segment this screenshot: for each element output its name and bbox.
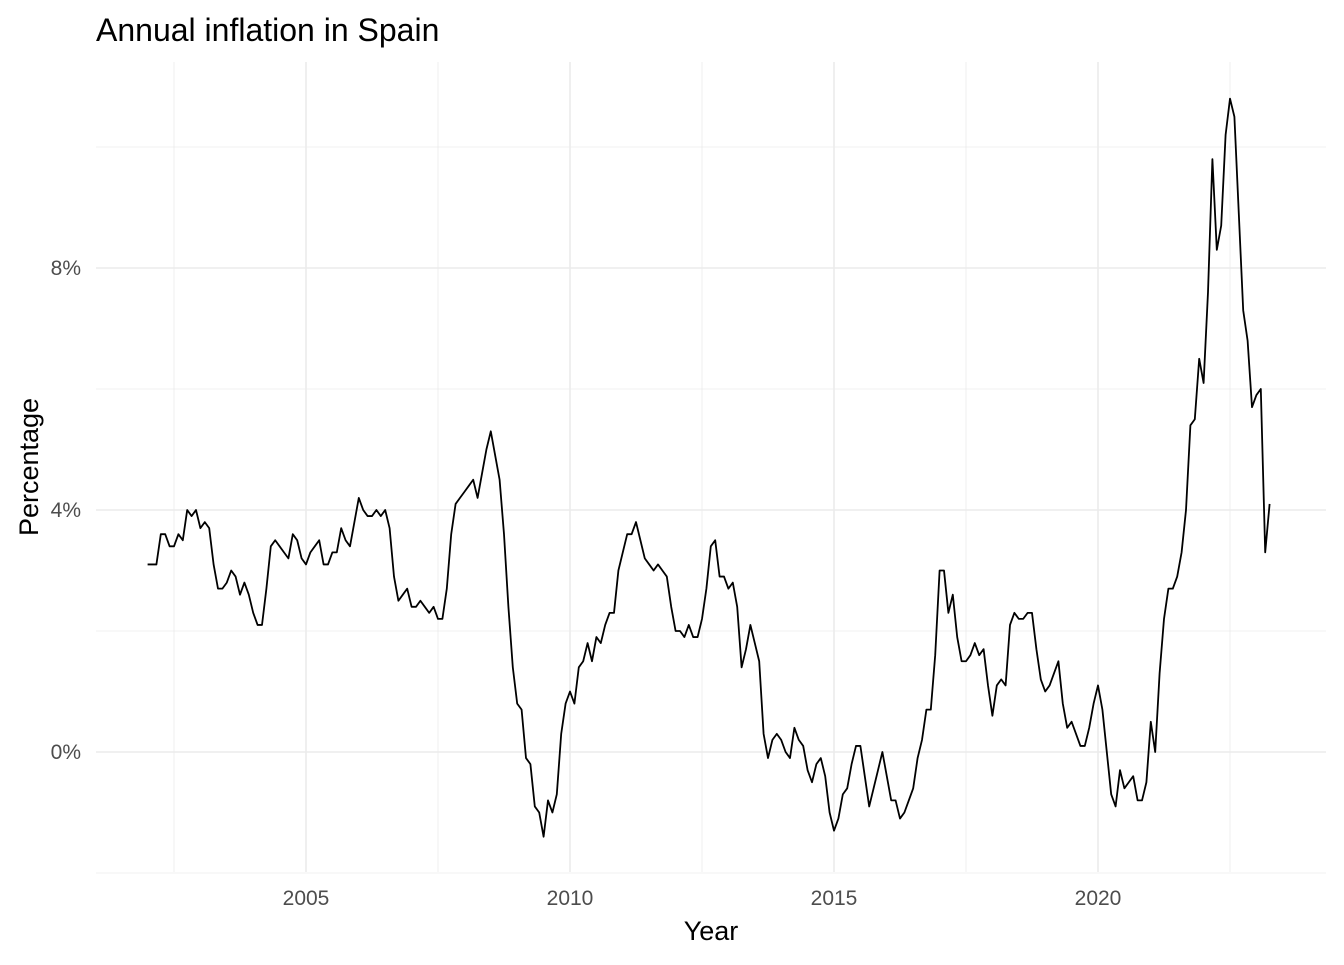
x-tick-label: 2015 (811, 887, 858, 910)
minor-gridlines (96, 62, 1326, 874)
y-tick-label: 8% (51, 257, 81, 280)
y-axis-label: Percentage (14, 398, 44, 536)
x-tick-label: 2010 (547, 887, 594, 910)
x-tick-label: 2005 (283, 887, 330, 910)
y-tick-label: 0% (51, 741, 81, 764)
x-tick-label: 2020 (1075, 887, 1122, 910)
chart-title: Annual inflation in Spain (96, 12, 439, 48)
x-axis-label: Year (684, 916, 739, 946)
y-tick-label: 4% (51, 499, 81, 522)
y-axis-tick-labels: 0% 4% 8% (51, 257, 81, 764)
inflation-series-line (147, 97, 1271, 838)
x-axis-tick-labels: 2005 2010 2015 2020 (283, 887, 1122, 910)
major-gridlines (96, 62, 1326, 872)
